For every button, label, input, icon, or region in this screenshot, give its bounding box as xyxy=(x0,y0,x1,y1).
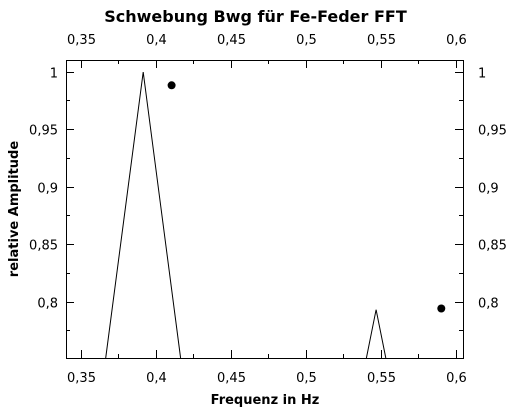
y-tick-label-left: 0,95 xyxy=(29,124,58,139)
x-tick-label-top: 0,55 xyxy=(367,33,396,48)
x-tick-label-bottom: 0,6 xyxy=(446,371,467,386)
y-tick-label-right: 1 xyxy=(478,67,486,82)
data-point xyxy=(437,304,446,313)
y-tick-label-right: 0,8 xyxy=(478,297,499,312)
chart-title: Schwebung Bwg für Fe-Feder FFT xyxy=(104,7,407,26)
x-tick-label-top: 0,35 xyxy=(67,33,96,48)
x-tick-label-bottom: 0,35 xyxy=(67,371,96,386)
x-tick-label-bottom: 0,4 xyxy=(146,371,167,386)
x-tick-label-top: 0,5 xyxy=(296,33,317,48)
y-tick-label-right: 0,85 xyxy=(478,239,507,254)
data-point xyxy=(167,81,176,90)
x-axis-label: Frequenz in Hz xyxy=(211,393,320,408)
x-tick-label-top: 0,4 xyxy=(146,33,167,48)
y-tick-label-left: 1 xyxy=(50,67,58,82)
y-tick-label-right: 0,95 xyxy=(478,124,507,139)
series-line-2 xyxy=(365,309,387,359)
ticks-group xyxy=(66,60,463,358)
x-tick-label-top: 0,6 xyxy=(446,33,467,48)
y-tick-label-left: 0,8 xyxy=(37,297,58,312)
x-tick-label-bottom: 0,45 xyxy=(217,371,246,386)
y-axis-label: relative Amplitude xyxy=(7,141,22,278)
y-tick-label-left: 0,85 xyxy=(29,239,58,254)
x-tick-label-top: 0,45 xyxy=(217,33,246,48)
x-tick-label-bottom: 0,5 xyxy=(296,371,317,386)
tick-labels-group: 0,35 0,35 0,4 0,4 0,45 0,45 0,5 0,5 0,55 0,55 0,6 0… xyxy=(29,33,507,386)
y-tick-label-right: 0,9 xyxy=(478,182,499,197)
series-line-1 xyxy=(105,72,182,359)
series-group xyxy=(105,72,446,359)
plot-frame xyxy=(66,60,464,359)
x-tick-label-bottom: 0,55 xyxy=(367,371,396,386)
y-tick-label-left: 0,9 xyxy=(37,182,58,197)
